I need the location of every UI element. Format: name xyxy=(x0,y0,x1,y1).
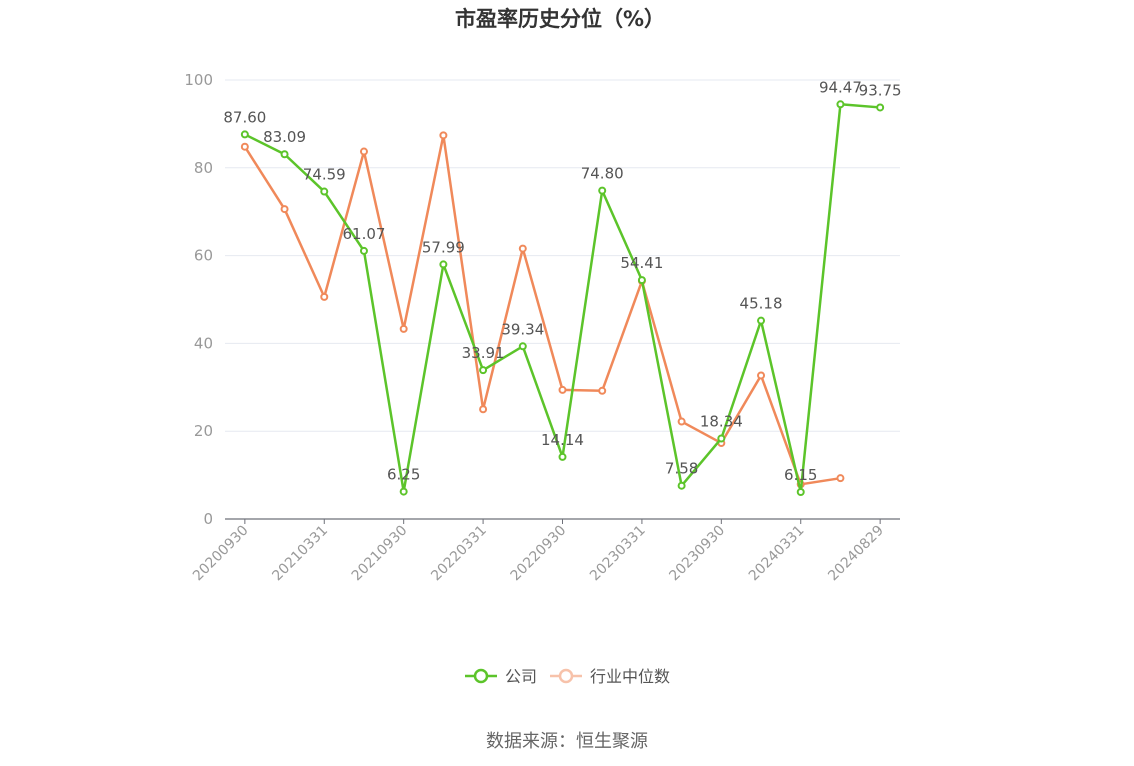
series-0-point-20231231 xyxy=(757,316,766,325)
data-label-20210630: 61.07 xyxy=(342,225,385,243)
series-0-point-20240829 xyxy=(876,103,885,112)
y-tick-label-0: 0 xyxy=(203,510,213,528)
series-0-point-20210331 xyxy=(320,187,329,196)
data-label-20231231: 45.18 xyxy=(740,295,783,313)
series-1-point-20220331 xyxy=(479,405,488,414)
data-label-20210331: 74.59 xyxy=(303,166,346,184)
series-0-point-20220630 xyxy=(518,342,527,351)
series-1-point-20211231 xyxy=(439,131,448,140)
data-label-20220930: 14.14 xyxy=(541,431,584,449)
series-1-point-20220930 xyxy=(558,385,567,394)
x-tick-label-20200930: 20200930 xyxy=(190,523,252,585)
y-tick-label-40: 40 xyxy=(194,334,213,352)
data-labels: 87.60 83.09 74.59 61.07 6.25 57.99 33.91 39.34 1… xyxy=(223,78,901,484)
series-0-point-20230930 xyxy=(717,434,726,443)
series-0-point-20200930 xyxy=(240,130,249,139)
series-0-point-20230331 xyxy=(637,276,646,285)
x-tick-label-20230930: 20230930 xyxy=(666,523,728,585)
legend-label-0: 公司 xyxy=(505,667,537,686)
x-tick-label-20240829: 20240829 xyxy=(825,523,887,585)
x-axis: 20200930 20210331 20210930 20220331 20220930… xyxy=(190,518,900,585)
series-1-point-20201231 xyxy=(280,205,289,214)
data-label-20240630: 94.47 xyxy=(819,78,862,96)
series-1-point-20210630 xyxy=(359,147,368,156)
y-tick-label-100: 100 xyxy=(184,71,213,89)
series-0-point-20221231 xyxy=(598,186,607,195)
series-0-point-20201231 xyxy=(280,150,289,159)
series-line-1 xyxy=(243,134,841,486)
legend-item-0[interactable]: 公司 xyxy=(465,667,537,686)
y-tick-label-80: 80 xyxy=(194,159,213,177)
data-label-20221231: 74.80 xyxy=(581,165,624,183)
x-tick-label-20210930: 20210930 xyxy=(349,523,411,585)
data-label-20230630: 7.58 xyxy=(665,460,698,478)
series-0-point-20220930 xyxy=(558,452,567,461)
series-0-point-20210630 xyxy=(359,246,368,255)
x-tick-label-20210331: 20210331 xyxy=(269,523,331,585)
legend-marker-0 xyxy=(473,668,489,684)
legend-item-1[interactable]: 行业中位数 xyxy=(550,667,670,686)
data-label-20200930: 87.60 xyxy=(223,108,266,126)
series-1-point-20200930 xyxy=(240,142,249,151)
data-label-20220630: 39.34 xyxy=(501,320,544,338)
data-label-20220331: 33.91 xyxy=(462,344,505,362)
y-tick-label-60: 60 xyxy=(194,247,213,265)
y-tick-label-20: 20 xyxy=(194,422,213,440)
series-0-point-20211231 xyxy=(439,260,448,269)
y-axis: 0 20 40 60 80 100 xyxy=(184,71,213,528)
data-label-20230930: 18.34 xyxy=(700,412,743,430)
x-tick-label-20240331: 20240331 xyxy=(746,523,808,585)
data-label-20240331: 6.15 xyxy=(784,466,817,484)
data-label-20211231: 57.99 xyxy=(422,238,465,256)
legend-label-1: 行业中位数 xyxy=(590,667,670,686)
series-1-point-20221231 xyxy=(598,386,607,395)
series-group xyxy=(240,100,885,497)
data-label-20230331: 54.41 xyxy=(620,254,663,272)
series-0-point-20240331 xyxy=(796,488,805,497)
series-1-point-20210930 xyxy=(399,324,408,333)
series-0-point-20210930 xyxy=(399,487,408,496)
x-tick-label-20220331: 20220331 xyxy=(428,523,490,585)
series-1-point-20230630 xyxy=(677,417,686,426)
data-label-20201231: 83.09 xyxy=(263,128,306,146)
legend[interactable]: 公司 行业中位数 xyxy=(465,667,670,686)
x-tick-label-20230331: 20230331 xyxy=(587,523,649,585)
series-1-point-20220630 xyxy=(518,244,527,253)
series-0-point-20240630 xyxy=(836,100,845,109)
legend-marker-1 xyxy=(558,668,574,684)
chart-title: 市盈率历史分位（%） xyxy=(455,7,665,31)
data-label-20240829: 93.75 xyxy=(859,81,902,99)
grid-lines xyxy=(225,79,900,432)
series-1-point-20240630 xyxy=(836,474,845,483)
series-0-point-20220331 xyxy=(479,366,488,375)
source-note: 数据来源：恒生聚源 xyxy=(486,731,648,752)
series-1-point-20231231 xyxy=(757,371,766,380)
data-label-20210930: 6.25 xyxy=(387,466,420,484)
x-tick-label-20220930: 20220930 xyxy=(508,523,570,585)
series-1-point-20210331 xyxy=(320,292,329,301)
series-0-point-20230630 xyxy=(677,481,686,490)
